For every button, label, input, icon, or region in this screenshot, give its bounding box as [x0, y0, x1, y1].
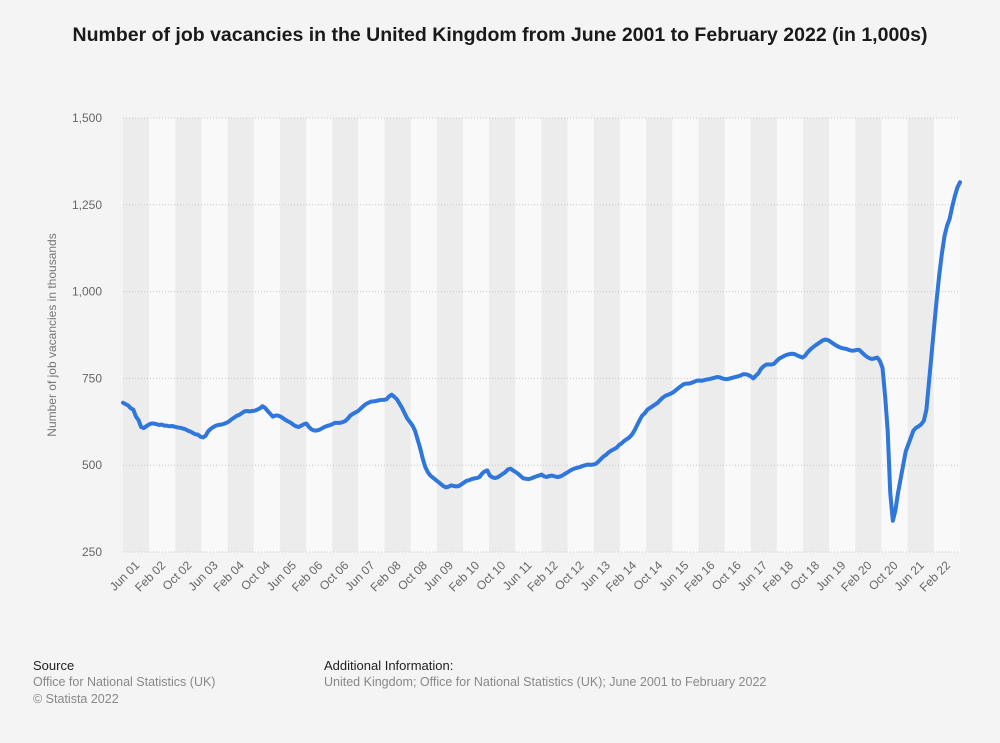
plot-band [724, 118, 751, 552]
plot-band [306, 118, 333, 552]
plot-band [855, 118, 882, 552]
source-line-2: © Statista 2022 [33, 692, 119, 706]
info-heading: Additional Information: [324, 658, 454, 673]
additional-info-block: Additional Information: United Kingdom; … [324, 657, 766, 691]
plot-band [489, 118, 516, 552]
y-tick-label: 1,000 [72, 285, 102, 299]
plot-band [698, 118, 725, 552]
plot-band [829, 118, 856, 552]
y-tick-label: 750 [82, 371, 102, 385]
y-tick-label: 1,250 [72, 198, 102, 212]
plot-band [175, 118, 202, 552]
plot-band [933, 118, 960, 552]
plot-band [515, 118, 542, 552]
plot-band [358, 118, 385, 552]
y-axis-title: Number of job vacancies in thousands [45, 233, 59, 436]
plot-band [593, 118, 620, 552]
plot-band [619, 118, 647, 552]
plot-band [201, 118, 228, 552]
chart-title: Number of job vacancies in the United Ki… [72, 24, 928, 46]
plot-band [776, 118, 804, 552]
y-tick-label: 250 [82, 545, 102, 559]
source-block: Source Office for National Statistics (U… [33, 657, 215, 708]
plot-band [123, 118, 150, 552]
line-chart: 250 500 750 1,000 1,250 1,500 Number of job va… [45, 111, 962, 595]
plot-band [541, 118, 568, 552]
source-heading: Source [33, 658, 75, 673]
plot-band [149, 118, 176, 552]
plot-band [881, 118, 908, 552]
plot-band [253, 118, 280, 552]
plot-band [436, 118, 464, 552]
plot-band [384, 118, 411, 552]
plot-band [672, 118, 699, 552]
series-line [121, 180, 962, 523]
plot-band [907, 118, 934, 552]
plot-band [463, 118, 490, 552]
source-line-1: Office for National Statistics (UK) [33, 675, 216, 689]
info-text: United Kingdom; Office for National Stat… [324, 675, 767, 689]
y-tick-label: 500 [82, 458, 102, 472]
plot-band [803, 118, 830, 552]
plot-band [750, 118, 777, 552]
plot-band [227, 118, 254, 552]
y-tick-label: 1,500 [72, 111, 102, 125]
plot-band [332, 118, 359, 552]
plot-band [410, 118, 437, 552]
plot-band [279, 118, 307, 552]
plot-band [567, 118, 594, 552]
plot-band [646, 118, 673, 552]
